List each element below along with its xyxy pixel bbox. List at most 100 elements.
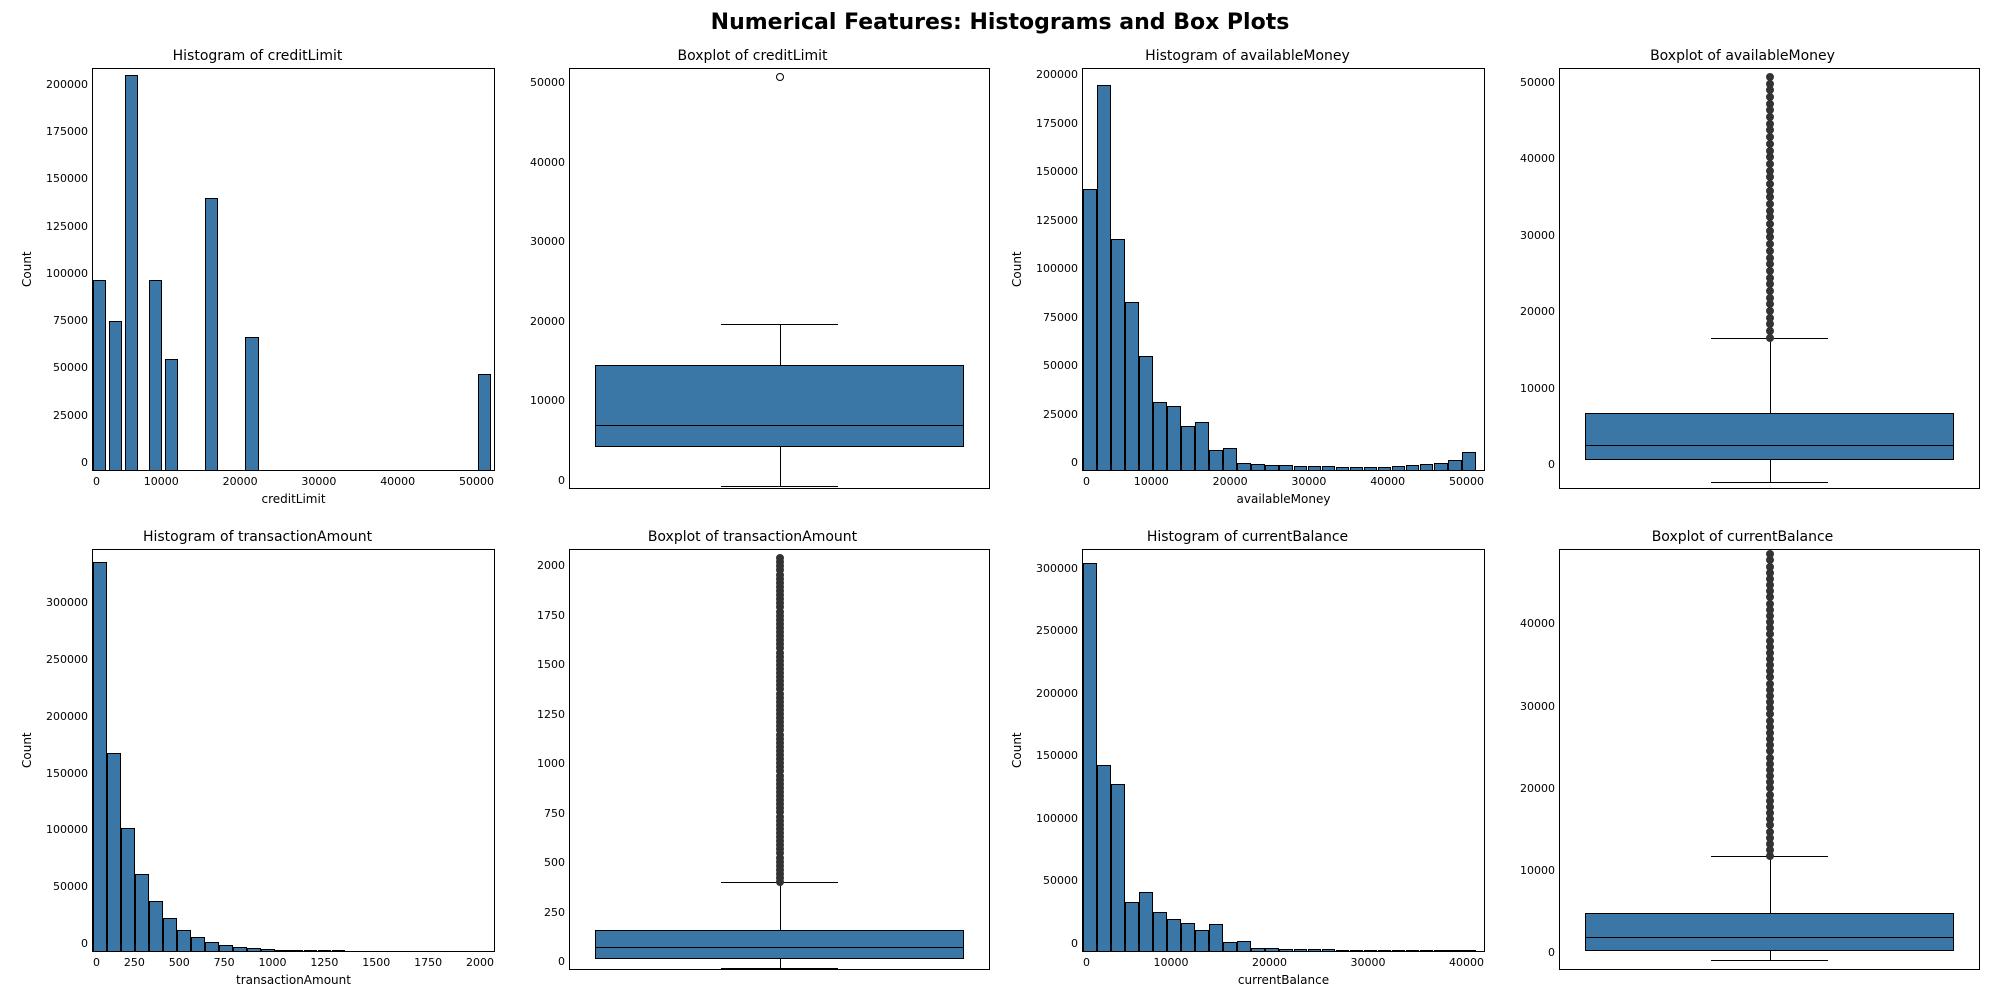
y-tick-label: 250000 — [1036, 624, 1078, 637]
x-tick-label: 1750 — [414, 956, 442, 969]
y-tick-label: 100000 — [46, 823, 88, 836]
histogram-bar — [1139, 356, 1153, 470]
x-tick-label: 1000 — [259, 956, 287, 969]
y-tick-label: 0 — [558, 474, 565, 487]
outlier-marker — [1766, 73, 1774, 81]
x-tick-label: 10000 — [1134, 475, 1169, 488]
y-tick-label: 0 — [81, 456, 88, 469]
whisker-upper — [1770, 856, 1771, 913]
x-axis-ticks: 010000200003000040000 — [1083, 956, 1484, 969]
y-tick-label: 0 — [81, 937, 88, 950]
figure-suptitle: Numerical Features: Histograms and Box P… — [0, 10, 2000, 35]
histogram-plot: 010000200003000040000currentBalance — [1082, 549, 1485, 952]
histogram-bar — [1111, 239, 1125, 470]
histogram-bar — [1125, 902, 1139, 951]
histogram-bar — [1083, 189, 1097, 470]
histogram-bar — [304, 950, 318, 951]
box — [1585, 913, 1954, 951]
y-axis-label: Count — [1010, 68, 1026, 471]
histogram-bar — [93, 280, 106, 470]
y-tick-label: 50000 — [53, 361, 88, 374]
histogram-bar — [1406, 465, 1420, 470]
histogram-bar — [125, 75, 138, 470]
x-tick-label: 20000 — [1213, 475, 1248, 488]
y-tick-label: 50000 — [1520, 76, 1555, 89]
outlier-marker — [776, 73, 784, 81]
x-tick-label: 40000 — [1370, 475, 1405, 488]
y-tick-label: 40000 — [1520, 152, 1555, 165]
x-tick-label: 0 — [1083, 956, 1090, 969]
panel-0: Histogram of creditLimitCount20000017500… — [20, 48, 495, 509]
histogram-bar — [1406, 950, 1420, 951]
panel-title: Boxplot of availableMoney — [1505, 48, 1980, 64]
y-tick-label: 175000 — [1036, 117, 1078, 130]
histogram-bar — [1378, 950, 1392, 951]
panel-title: Boxplot of transactionAmount — [515, 529, 990, 545]
histogram-bar — [261, 949, 275, 951]
y-tick-label: 40000 — [530, 156, 565, 169]
histogram-bar — [107, 753, 121, 951]
y-tick-label: 20000 — [530, 315, 565, 328]
histogram-bar — [1350, 467, 1364, 470]
histogram-bar — [219, 945, 233, 951]
histogram-bar — [121, 828, 135, 951]
box — [595, 930, 964, 959]
y-tick-label: 1750 — [537, 609, 565, 622]
y-tick-label: 500 — [544, 856, 565, 869]
histogram-bar — [109, 321, 122, 470]
y-tick-label: 0 — [558, 955, 565, 968]
panel-3: Boxplot of availableMoney500004000030000… — [1505, 48, 1980, 509]
y-tick-label: 150000 — [46, 172, 88, 185]
y-tick-label: 175000 — [46, 125, 88, 138]
y-tick-label: 50000 — [530, 76, 565, 89]
x-tick-label: 20000 — [223, 475, 258, 488]
histogram-bar — [1462, 452, 1476, 470]
y-tick-label: 40000 — [1520, 617, 1555, 630]
histogram-bar — [205, 942, 219, 951]
y-axis-ticks: 50000400003000020000100000 — [1505, 68, 1559, 487]
x-tick-label: 500 — [169, 956, 190, 969]
outlier-marker — [1766, 550, 1774, 558]
panel-title: Histogram of availableMoney — [1010, 48, 1485, 64]
y-tick-label: 100000 — [1036, 262, 1078, 275]
y-tick-label: 75000 — [1043, 311, 1078, 324]
histogram-bar — [1209, 924, 1223, 951]
y-axis-ticks: 200017501500125010007505002500 — [515, 549, 569, 968]
cap-lower — [721, 486, 838, 487]
median-line — [1585, 445, 1954, 446]
y-tick-label: 30000 — [1520, 700, 1555, 713]
histogram-bar — [1462, 950, 1476, 951]
histogram-bar — [1392, 466, 1406, 470]
y-axis-ticks: 300000250000200000150000100000500000 — [38, 549, 92, 950]
x-tick-label: 40000 — [1449, 956, 1484, 969]
panel-title: Histogram of transactionAmount — [20, 529, 495, 545]
panel-1: Boxplot of creditLimit500004000030000200… — [515, 48, 990, 509]
x-tick-label: 30000 — [301, 475, 336, 488]
y-tick-label: 75000 — [53, 314, 88, 327]
y-tick-label: 0 — [1548, 458, 1555, 471]
y-tick-label: 125000 — [46, 220, 88, 233]
x-tick-label: 1500 — [362, 956, 390, 969]
panel-5: Boxplot of transactionAmount200017501500… — [515, 529, 990, 990]
histogram-bar — [1153, 912, 1167, 951]
panel-2: Histogram of availableMoneyCount20000017… — [1010, 48, 1485, 509]
x-axis-label: currentBalance — [1083, 973, 1484, 987]
histogram-bar — [1336, 950, 1350, 951]
y-tick-label: 25000 — [53, 409, 88, 422]
x-tick-label: 30000 — [1291, 475, 1326, 488]
whisker-upper — [780, 882, 781, 930]
histogram-bar — [245, 337, 258, 470]
y-tick-label: 200000 — [46, 78, 88, 91]
y-tick-label: 20000 — [1520, 305, 1555, 318]
x-tick-label: 250 — [124, 956, 145, 969]
y-tick-label: 250000 — [46, 653, 88, 666]
histogram-bar — [149, 901, 163, 951]
panel-title: Histogram of currentBalance — [1010, 529, 1485, 545]
x-axis-ticks: 025050075010001250150017502000 — [93, 956, 494, 969]
histogram-bar — [1181, 426, 1195, 470]
histogram-bar — [1448, 950, 1462, 951]
y-axis-ticks: 2000001750001500001250001000007500050000… — [38, 68, 92, 469]
histogram-bar — [1350, 950, 1364, 951]
panel-6: Histogram of currentBalanceCount30000025… — [1010, 529, 1485, 990]
x-tick-label: 0 — [93, 956, 100, 969]
